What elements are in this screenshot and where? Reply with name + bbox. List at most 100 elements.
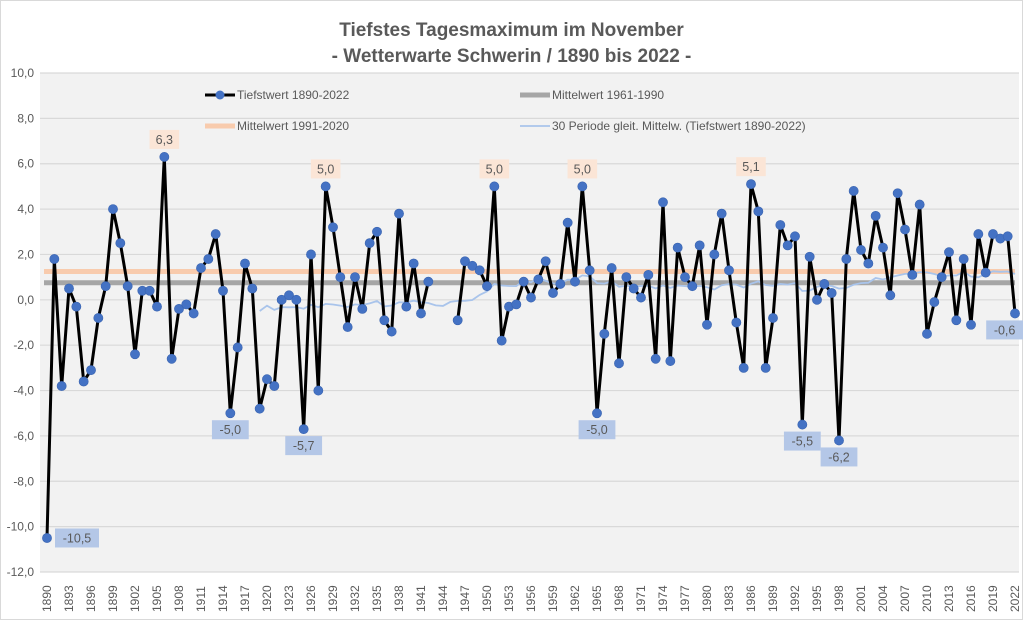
data-point — [262, 374, 272, 385]
data-label: -5,7 — [293, 439, 315, 453]
data-point — [694, 240, 705, 251]
x-tick-label: 1902 — [128, 585, 142, 612]
data-point — [181, 299, 192, 310]
y-tick-label: -12,0 — [7, 565, 35, 579]
data-point — [951, 315, 962, 326]
data-point — [269, 381, 280, 391]
y-tick-label: -10,0 — [7, 520, 35, 534]
data-point — [929, 297, 940, 307]
x-tick-label: 1950 — [480, 585, 494, 612]
data-point — [834, 435, 844, 446]
y-tick-label: -4,0 — [13, 384, 34, 398]
data-point — [394, 208, 404, 219]
data-point — [643, 269, 654, 280]
data-point — [680, 272, 690, 283]
data-point — [790, 231, 800, 242]
data-point — [467, 260, 478, 271]
data-label-box — [55, 528, 99, 548]
data-point — [86, 365, 96, 376]
legend-label: Mittelwert 1961-1990 — [552, 88, 664, 102]
data-point — [863, 258, 874, 269]
legend-item-movavg: 30 Periode gleit. Mittelw. (Tiefstwert 1… — [520, 119, 806, 133]
data-point — [936, 272, 947, 283]
data-point — [379, 315, 390, 326]
legend-label: Tiefstwert 1890-2022 — [237, 88, 350, 102]
data-label-box — [479, 159, 510, 179]
y-tick-label: 2,0 — [17, 247, 34, 261]
data-label-box — [736, 157, 766, 177]
data-point — [240, 258, 250, 269]
data-point — [232, 342, 243, 353]
legend-item-mean9120: Mittelwert 1991-2020 — [205, 119, 349, 133]
data-point — [621, 272, 632, 283]
data-point — [709, 249, 720, 260]
data-label: -5,0 — [586, 423, 608, 437]
legend-label: 30 Periode gleit. Mittelw. (Tiefstwert 1… — [552, 119, 806, 133]
x-tick-label: 1965 — [590, 585, 604, 612]
data-point — [452, 315, 463, 326]
data-point — [320, 181, 331, 192]
data-label-box — [285, 436, 323, 456]
data-point — [636, 292, 646, 303]
data-labels: -10,5 6,3 -5,0 -5,7 5,0 5,0 5,0 -5,0 5,1 -5,5 -6,2… — [55, 129, 1023, 548]
data-point — [357, 303, 368, 314]
data-point — [812, 294, 822, 305]
data-point — [188, 308, 199, 319]
data-point — [291, 294, 302, 305]
legend-item-mean6190: Mittelwert 1961-1990 — [520, 88, 664, 102]
x-tick-label: 1929 — [326, 585, 340, 612]
y-tick-label: 8,0 — [17, 111, 34, 125]
data-label: 5,0 — [574, 162, 591, 176]
x-tick-label: 1899 — [106, 585, 120, 612]
data-point — [577, 181, 588, 192]
data-point — [980, 267, 991, 278]
series-tiefstwert — [42, 152, 1020, 543]
y-tick-label: 0,0 — [17, 293, 34, 307]
data-point — [122, 281, 133, 292]
data-point — [592, 408, 602, 419]
data-point — [768, 313, 778, 323]
x-tick-label: 1905 — [150, 585, 164, 612]
data-point — [144, 285, 155, 296]
data-point — [350, 272, 360, 283]
data-point — [218, 285, 228, 296]
data-point — [71, 301, 82, 312]
x-tick-label: 1923 — [282, 585, 296, 612]
data-point — [247, 283, 258, 294]
data-point — [93, 313, 104, 323]
x-tick-label: 2013 — [942, 585, 956, 612]
x-tick-label: 1896 — [84, 585, 98, 612]
chart-subtitle: - Wetterwarte Schwerin / 1890 bis 2022 - — [331, 46, 692, 67]
x-tick-label: 1962 — [568, 585, 582, 612]
x-tick-label: 1911 — [194, 586, 208, 612]
data-point — [1010, 308, 1020, 319]
data-point — [687, 281, 698, 292]
data-label-box — [783, 431, 821, 451]
gridlines — [40, 72, 1019, 573]
x-tick-label: 1995 — [810, 585, 824, 612]
x-tick-label: 2001 — [854, 585, 868, 612]
data-point — [731, 317, 742, 328]
data-label-box — [578, 420, 616, 440]
data-point — [159, 152, 170, 162]
data-point — [892, 188, 903, 199]
x-tick-label: 1920 — [260, 585, 274, 612]
data-label-box — [567, 159, 598, 179]
y-tick-label: 6,0 — [17, 157, 34, 171]
data-point — [562, 217, 573, 228]
data-point — [130, 349, 140, 360]
x-tick-label: 2007 — [898, 585, 912, 612]
y-axis: 10,0 8,0 6,0 4,0 2,0 0,0 -2,0 -4,0 -6,0 -8,0 -10,0… — [7, 66, 35, 579]
y-tick-label: 10,0 — [11, 66, 35, 80]
y-tick-label: -6,0 — [13, 429, 34, 443]
data-point — [526, 292, 536, 303]
y-tick-label: 4,0 — [17, 202, 34, 216]
data-point — [42, 533, 52, 543]
data-point — [196, 263, 206, 273]
data-point — [416, 308, 426, 319]
data-point — [342, 322, 353, 332]
data-point — [152, 301, 162, 312]
x-tick-label: 1938 — [392, 585, 406, 612]
data-point — [313, 385, 324, 396]
